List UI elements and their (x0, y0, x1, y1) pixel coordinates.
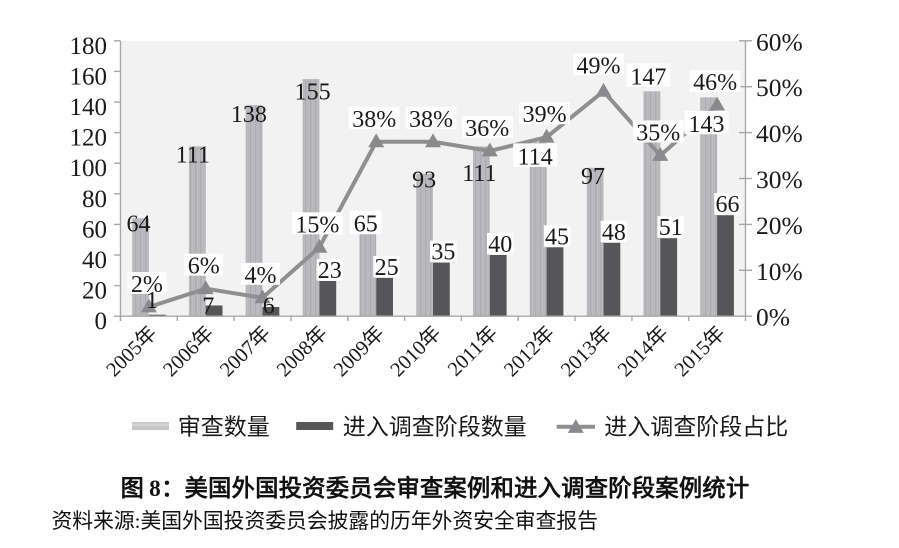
svg-text:46%: 46% (693, 70, 737, 96)
svg-text:143: 143 (689, 112, 725, 138)
svg-text:111: 111 (462, 161, 496, 187)
svg-text:进入调查阶段数量: 进入调查阶段数量 (343, 415, 527, 440)
svg-text:39%: 39% (523, 102, 567, 128)
svg-text:6: 6 (263, 294, 275, 320)
svg-text:1: 1 (146, 288, 158, 314)
svg-text:138: 138 (231, 102, 267, 128)
svg-text:147: 147 (630, 64, 666, 90)
svg-text:51: 51 (659, 215, 683, 241)
svg-text:60: 60 (82, 216, 107, 243)
svg-text:60%: 60% (756, 27, 803, 56)
svg-text:36%: 36% (465, 116, 509, 142)
svg-text:48: 48 (602, 220, 626, 246)
svg-text:111: 111 (176, 143, 210, 169)
svg-text:10%: 10% (756, 257, 803, 286)
svg-text:65: 65 (354, 212, 378, 238)
svg-text:6%: 6% (188, 254, 220, 280)
svg-text:资料来源:美国外国投资委员会披露的历年外资安全审查报告: 资料来源:美国外国投资委员会披露的历年外资安全审查报告 (52, 510, 599, 533)
svg-text:7: 7 (202, 294, 214, 320)
svg-text:进入调查阶段占比: 进入调查阶段占比 (604, 415, 788, 440)
svg-text:15%: 15% (295, 212, 339, 238)
svg-text:180: 180 (70, 33, 108, 60)
svg-text:35%: 35% (636, 121, 680, 147)
svg-text:4%: 4% (245, 263, 277, 289)
svg-text:0: 0 (95, 308, 108, 335)
svg-text:20%: 20% (756, 211, 803, 240)
svg-text:97: 97 (581, 164, 605, 190)
svg-text:30%: 30% (756, 165, 803, 194)
svg-text:23: 23 (318, 258, 342, 284)
svg-text:140: 140 (70, 94, 108, 121)
svg-text:160: 160 (70, 63, 108, 90)
svg-text:40: 40 (82, 247, 107, 274)
svg-text:114: 114 (518, 144, 553, 170)
svg-text:40%: 40% (756, 119, 803, 148)
svg-text:2%: 2% (131, 272, 163, 298)
svg-text:图 8：美国外国投资委员会审查案例和进入调查阶段案例统计: 图 8：美国外国投资委员会审查案例和进入调查阶段案例统计 (121, 475, 750, 502)
svg-text:38%: 38% (409, 107, 453, 133)
svg-text:45: 45 (545, 224, 569, 250)
svg-text:155: 155 (295, 80, 331, 106)
svg-text:38%: 38% (352, 107, 396, 133)
svg-text:0%: 0% (756, 303, 790, 332)
svg-text:20: 20 (82, 278, 107, 305)
svg-text:35: 35 (431, 240, 455, 266)
svg-text:49%: 49% (577, 53, 621, 79)
svg-text:120: 120 (70, 125, 108, 152)
svg-text:80: 80 (82, 186, 107, 213)
svg-text:40: 40 (488, 232, 512, 258)
svg-text:64: 64 (127, 212, 151, 238)
svg-text:审查数量: 审查数量 (178, 415, 270, 440)
svg-text:93: 93 (412, 167, 436, 193)
svg-text:100: 100 (70, 155, 108, 182)
svg-text:50%: 50% (756, 73, 803, 102)
svg-text:66: 66 (716, 192, 740, 218)
svg-text:25: 25 (375, 255, 399, 281)
